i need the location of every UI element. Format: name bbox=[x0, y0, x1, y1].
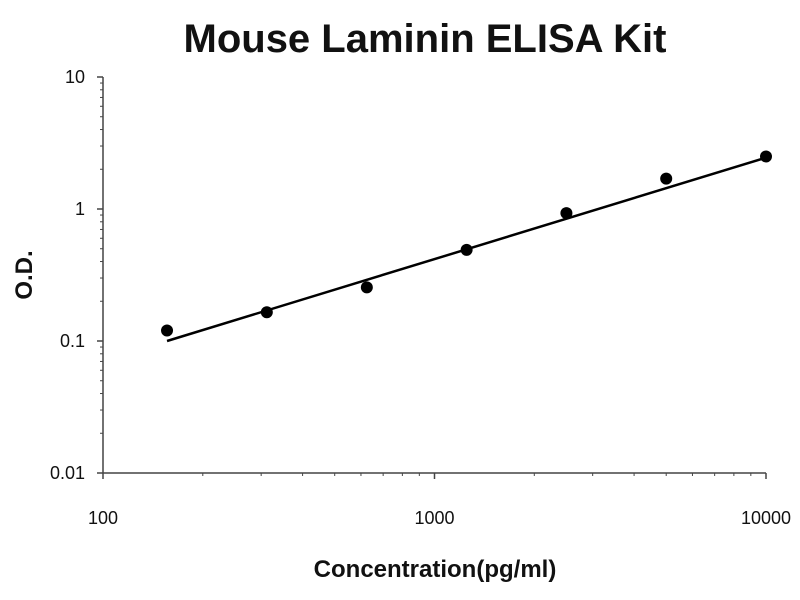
y-axis-title: O.D. bbox=[11, 250, 38, 299]
y-tick-label: 0.1 bbox=[60, 331, 85, 351]
x-ticks: 100 1000 10000 bbox=[88, 473, 791, 528]
data-point bbox=[560, 207, 573, 220]
data-point bbox=[260, 306, 273, 319]
y-tick-label: 10 bbox=[65, 67, 85, 87]
y-ticks: 10 1 0.1 0.01 bbox=[50, 67, 103, 483]
plot-area: 10 1 0.1 0.01 100 1000 10000 bbox=[50, 67, 791, 528]
x-tick-label: 1000 bbox=[414, 508, 454, 528]
chart-title: Mouse Laminin ELISA Kit bbox=[184, 17, 667, 61]
data-points bbox=[161, 150, 772, 337]
data-point bbox=[161, 324, 174, 337]
data-point bbox=[760, 150, 772, 163]
data-point bbox=[660, 172, 673, 185]
x-tick-label: 10000 bbox=[741, 508, 791, 528]
y-tick-label: 1 bbox=[75, 199, 85, 219]
x-tick-label: 100 bbox=[88, 508, 118, 528]
data-point bbox=[460, 243, 473, 256]
y-tick-label: 0.01 bbox=[50, 463, 85, 483]
x-axis-title: Concentration(pg/ml) bbox=[314, 556, 557, 583]
data-point bbox=[360, 281, 373, 294]
